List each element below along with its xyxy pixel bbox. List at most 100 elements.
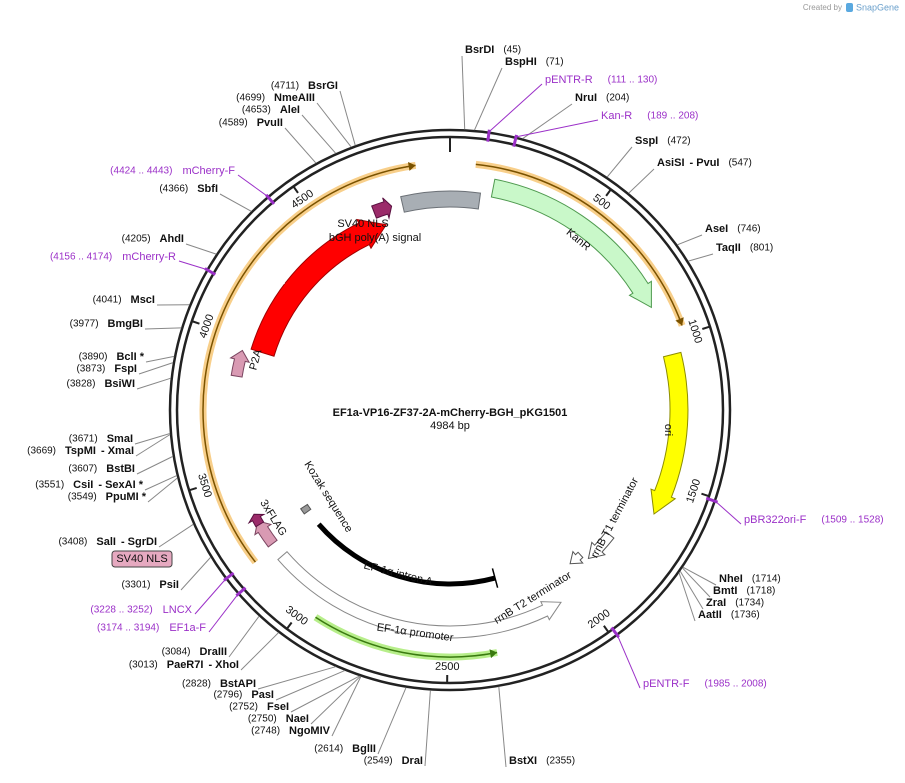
site-name: BsrDI [465, 44, 494, 56]
map-length: 4984 bp [430, 420, 470, 432]
site-position: (71) [546, 57, 564, 68]
site-name: PpuMI * [106, 491, 147, 503]
brand-icon [846, 3, 853, 12]
scale-label: 2500 [435, 661, 460, 673]
feature-label: rrnB T1 terminator [589, 476, 642, 561]
scale-tick [189, 488, 197, 490]
leader-line [679, 573, 695, 621]
leader-line [716, 501, 741, 524]
leader-line [489, 84, 542, 132]
site-position: (204) [606, 93, 629, 104]
primer-name: LNCX [163, 604, 193, 616]
site-name: NgoMIV [289, 725, 331, 737]
site-position: (4205) [122, 234, 151, 245]
leader-line [229, 616, 259, 657]
site-name: - SexAI * [98, 479, 143, 491]
site-position: (4041) [93, 295, 122, 306]
site-name: SalI [96, 536, 116, 548]
site-name: - XhoI [208, 659, 239, 671]
leader-line [677, 235, 702, 245]
feature-label: Kozak sequence [301, 459, 354, 534]
scale-label: 1000 [685, 318, 704, 345]
site-position: (2614) [314, 744, 343, 755]
feature-label: EF-1α intron A [362, 560, 434, 589]
leader-line [135, 434, 170, 444]
feature-label: ori [662, 424, 674, 436]
leader-line [238, 175, 268, 196]
leader-line [462, 56, 465, 129]
primer-name: Kan-R [601, 110, 632, 122]
site-position: (3551) [35, 480, 64, 491]
site-name: NruI [575, 92, 597, 104]
site-position: (2828) [182, 679, 211, 690]
site-name: PvuII [257, 117, 283, 129]
primer-name: pENTR-F [643, 678, 690, 690]
site-name: NmeAIII [274, 92, 315, 104]
leader-line [317, 103, 351, 147]
site-position: (4711) [271, 81, 299, 92]
leader-line [474, 68, 502, 130]
leader-line [139, 363, 173, 374]
site-name: AseI [705, 223, 728, 235]
primer-range: (4424 .. 4443) [110, 166, 172, 177]
site-name: FspI [114, 363, 137, 375]
site-name: MscI [131, 294, 155, 306]
leader-line [332, 676, 361, 736]
site-position: (3890) [79, 352, 108, 363]
scale-tick [701, 494, 709, 497]
site-position: (3549) [68, 492, 97, 503]
scale-tick [287, 622, 292, 628]
site-position: (2750) [248, 714, 277, 725]
primer-name: pENTR-R [545, 74, 593, 86]
arc-head [672, 302, 684, 326]
site-name: DraI [402, 755, 423, 767]
leader-line [378, 688, 406, 754]
leader-line [241, 633, 279, 670]
site-name: SmaI [107, 433, 133, 445]
leader-line [258, 667, 336, 689]
leader-line [137, 378, 171, 389]
leader-line [629, 169, 654, 193]
scale-tick [702, 327, 710, 329]
site-name: AsiSI [657, 157, 685, 169]
site-position: (3669) [27, 446, 56, 457]
feature-label: SV40 NLS [337, 218, 388, 230]
site-position: (2549) [364, 756, 393, 767]
site-name: BstXI [509, 755, 537, 767]
site-name: NaeI [286, 713, 309, 725]
primer-range: (1509 .. 1528) [821, 515, 883, 526]
site-position: (1736) [731, 610, 760, 621]
site-position: (2752) [229, 702, 258, 713]
leader-line [179, 261, 207, 270]
site-name: AhdI [160, 233, 184, 245]
primer-name: mCherry-R [122, 251, 176, 263]
leader-line [136, 434, 170, 456]
leader-line [291, 676, 359, 712]
feature-label: P2A [247, 348, 264, 372]
site-name: PsiI [159, 579, 179, 591]
p2a-arrow [231, 351, 250, 378]
scale-tick [604, 626, 609, 633]
site-name: CsiI [73, 479, 93, 491]
feature-label: bGH poly(A) signal [329, 232, 421, 244]
site-name: SspI [635, 135, 658, 147]
site-name: - XmaI [101, 445, 134, 457]
site-position: (2796) [213, 690, 242, 701]
sv40-nls [372, 198, 392, 218]
leader-line [145, 328, 181, 329]
site-name: BspHI [505, 56, 537, 68]
leader-line [311, 676, 360, 724]
scale-tick [192, 321, 200, 324]
scale-label: 3000 [283, 604, 310, 628]
primer-name: mCherry-F [182, 165, 235, 177]
site-position: (1714) [752, 574, 781, 585]
site-position: (3084) [162, 647, 191, 658]
site-name: FseI [267, 701, 289, 713]
site-position: (4589) [219, 118, 248, 129]
created-by: Created by [803, 3, 842, 12]
ef1a-promoter [278, 552, 561, 638]
site-name: BsiWI [104, 378, 135, 390]
site-name: BglII [352, 743, 376, 755]
primer-range: (111 .. 130) [608, 75, 658, 86]
